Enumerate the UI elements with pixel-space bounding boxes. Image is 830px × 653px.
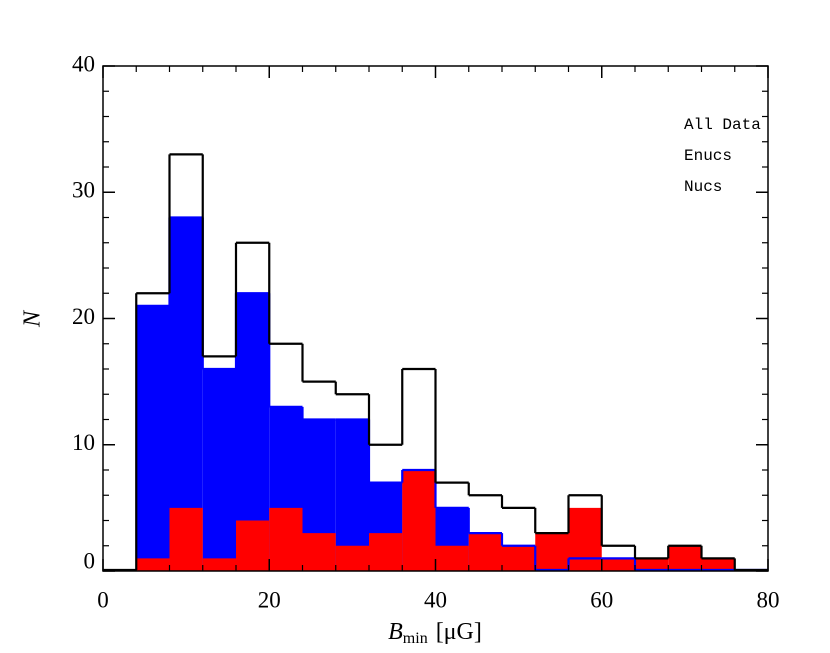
bar bbox=[302, 533, 336, 571]
y-tick-label: 0 bbox=[84, 548, 96, 573]
bar bbox=[236, 520, 270, 571]
y-tick-label: 40 bbox=[72, 51, 95, 76]
bar bbox=[402, 470, 436, 571]
bar bbox=[701, 558, 735, 571]
legend-label: Enucs bbox=[684, 147, 732, 165]
x-tick-label: 40 bbox=[424, 587, 447, 612]
y-tick-label: 30 bbox=[72, 178, 95, 203]
bar bbox=[635, 558, 669, 571]
x-label-main: B bbox=[388, 619, 403, 645]
bar bbox=[468, 533, 502, 571]
bar bbox=[169, 507, 203, 571]
x-tick-label: 20 bbox=[258, 587, 281, 612]
x-label-unit: [μG] bbox=[436, 619, 482, 645]
bar bbox=[269, 507, 303, 571]
bar bbox=[502, 545, 536, 571]
bar bbox=[202, 558, 236, 571]
bar bbox=[136, 558, 170, 571]
bar bbox=[568, 507, 602, 571]
x-tick-label: 0 bbox=[97, 587, 109, 612]
bar bbox=[601, 558, 635, 571]
x-tick-label: 60 bbox=[590, 587, 613, 612]
y-axis-label: N bbox=[20, 309, 46, 328]
y-tick-label: 20 bbox=[72, 304, 95, 329]
bar bbox=[202, 369, 236, 571]
legend-label: Nucs bbox=[684, 178, 722, 196]
bar bbox=[335, 545, 369, 571]
bar bbox=[369, 533, 403, 571]
x-tick-label: 80 bbox=[757, 587, 780, 612]
y-tick-label: 10 bbox=[72, 430, 95, 455]
x-label-sub: min bbox=[403, 630, 428, 647]
bar bbox=[136, 305, 170, 571]
bar bbox=[535, 533, 569, 571]
x-axis-label: Bmin [μG] bbox=[388, 619, 482, 647]
legend-label: All Data bbox=[684, 116, 761, 134]
bar bbox=[668, 545, 702, 571]
bar bbox=[435, 545, 469, 571]
